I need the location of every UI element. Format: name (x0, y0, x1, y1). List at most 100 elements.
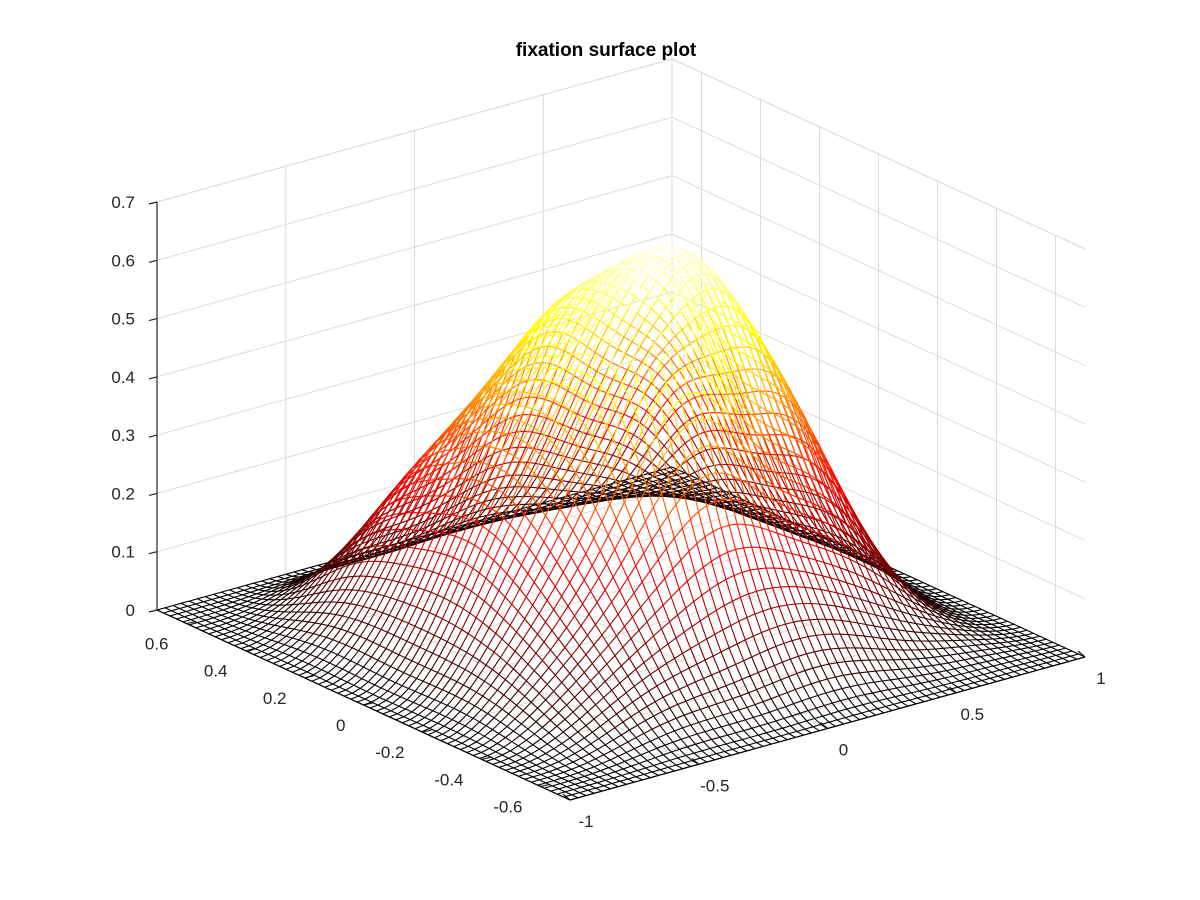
surface-edge (805, 531, 815, 540)
surface-edge (580, 433, 588, 448)
surface-edge (714, 463, 721, 466)
surface-edge (433, 505, 441, 518)
surface-edge (836, 535, 844, 540)
surface-edge (1005, 623, 1015, 627)
surface-edge (689, 262, 699, 276)
surface-edge (630, 313, 638, 326)
surface-edge (565, 444, 573, 458)
surface-edge (803, 475, 814, 495)
surface-edge (1012, 626, 1021, 630)
surface-edge (578, 491, 587, 494)
surface-edge (679, 386, 689, 401)
surface-edge (301, 569, 309, 573)
surface-edge (785, 472, 792, 475)
surface-edge (649, 487, 658, 491)
surface-edge (491, 497, 501, 501)
surface-edge (983, 643, 992, 645)
surface-edge (607, 482, 616, 486)
surface-edge (346, 547, 354, 555)
surface-edge (528, 508, 536, 514)
surface-edge (805, 491, 813, 495)
surface-edge (409, 473, 417, 486)
surface-edge (808, 517, 818, 530)
surface-edge (618, 259, 628, 266)
surface-edge (984, 620, 992, 625)
surface-edge (810, 526, 818, 530)
surface-edge (850, 520, 860, 537)
surface-edge (707, 464, 715, 468)
surface-edge (480, 409, 488, 427)
surface-edge (478, 468, 488, 474)
surface-edge (472, 425, 482, 434)
surface-edge (449, 454, 459, 462)
surface-edge (691, 361, 701, 378)
surface-edge (718, 447, 728, 465)
surface-edge (839, 519, 847, 525)
surface-edge (457, 491, 465, 505)
surface-edge (670, 437, 680, 450)
surface-edge (464, 432, 474, 441)
surface-edge (622, 470, 631, 476)
surface-edge (534, 449, 543, 464)
surface-edge (604, 452, 613, 456)
surface-edge (584, 315, 593, 329)
surface-edge (668, 335, 676, 343)
surface-edge (251, 585, 261, 589)
surface-edge (681, 254, 691, 264)
surface-edge (631, 330, 639, 343)
surface-edge (670, 358, 680, 371)
surface-edge (709, 479, 716, 482)
surface-edge (762, 434, 772, 455)
surface-edge (572, 443, 581, 448)
surface-edge (575, 380, 583, 396)
surface-edge (747, 481, 757, 496)
surface-edge (607, 408, 617, 413)
surface-edge (493, 449, 502, 455)
surface-edge (473, 483, 482, 497)
surface-edge (552, 401, 562, 407)
surface-edge (725, 371, 733, 374)
surface-edge (1004, 628, 1013, 631)
surface-edge (797, 474, 807, 493)
surface-edge (559, 370, 567, 387)
surface-edge (568, 307, 577, 321)
surface-edge (481, 480, 490, 494)
surface-edge (747, 480, 755, 484)
surface-edge (650, 373, 659, 384)
surface-edge (776, 510, 786, 521)
surface-edge (427, 471, 435, 485)
surface-edge (538, 487, 547, 490)
surface-edge (504, 474, 513, 477)
surface-edge (438, 523, 446, 532)
surface-edge (592, 406, 601, 421)
surface-edge (600, 477, 609, 487)
surface-edge (717, 278, 727, 293)
surface-edge (379, 540, 388, 545)
surface-edge (269, 575, 278, 580)
surface-edge (557, 441, 565, 455)
surface-edge (536, 396, 546, 400)
surface-edge (638, 319, 646, 331)
surface-edge (673, 248, 683, 256)
surface-edge (922, 585, 931, 588)
surface-edge (833, 515, 842, 531)
surface-edge (293, 571, 301, 575)
surface-edge (569, 481, 578, 484)
surface-edge (641, 361, 651, 368)
surface-edge (765, 470, 775, 488)
surface-edge (713, 394, 723, 414)
surface-edge (993, 637, 1002, 640)
surface-edge (986, 616, 994, 621)
surface-edge (550, 366, 559, 383)
surface-edge (896, 573, 905, 576)
surface-edge (815, 519, 825, 532)
surface-edge (658, 390, 668, 401)
surface-edge (414, 496, 422, 510)
surface-edge (707, 267, 715, 279)
surface-edge (686, 382, 696, 398)
surface-edge (507, 431, 517, 435)
surface-edge (367, 525, 375, 536)
surface-edge (565, 456, 575, 460)
surface-edge (844, 545, 854, 555)
surface-edge (443, 508, 451, 520)
